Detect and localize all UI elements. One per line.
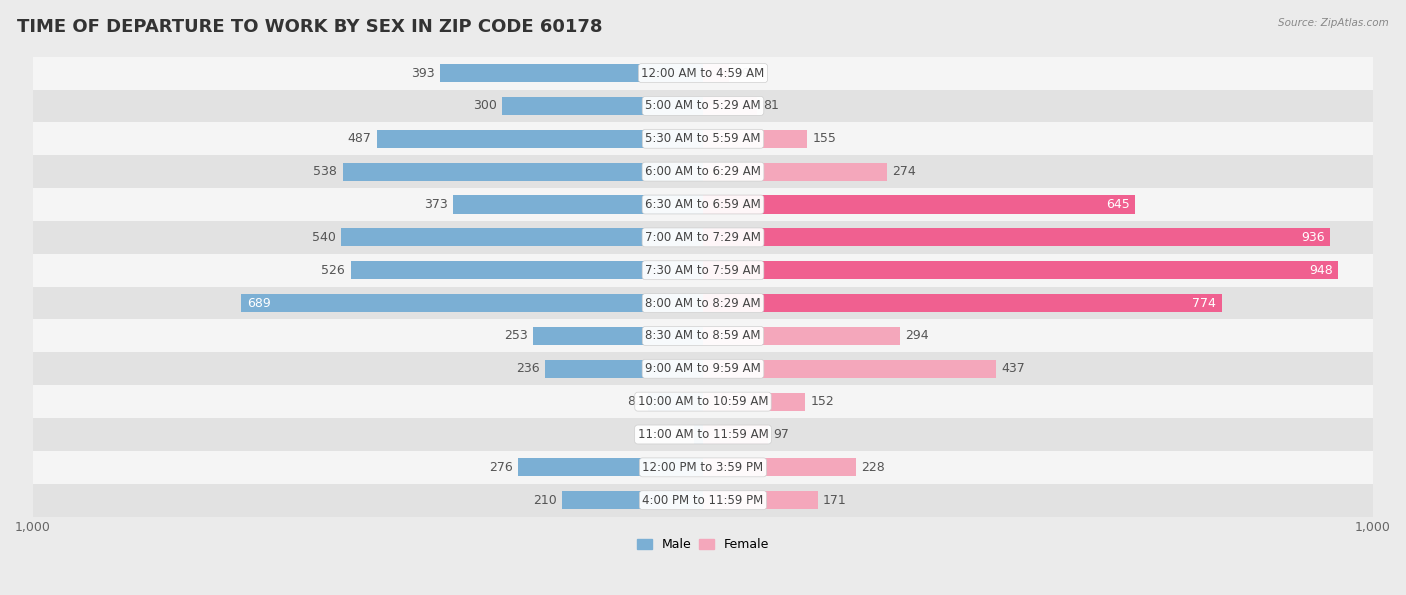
- Text: 487: 487: [347, 132, 371, 145]
- Bar: [0, 254, 1406, 287]
- Bar: [517, 458, 703, 477]
- Bar: [453, 196, 703, 214]
- Bar: [562, 491, 703, 509]
- Text: 82: 82: [627, 395, 643, 408]
- Text: 373: 373: [425, 198, 447, 211]
- Text: 8:00 AM to 8:29 AM: 8:00 AM to 8:29 AM: [645, 296, 761, 309]
- Text: 936: 936: [1301, 231, 1324, 244]
- Text: 253: 253: [505, 330, 529, 343]
- Bar: [242, 294, 703, 312]
- Text: 526: 526: [322, 264, 346, 277]
- Text: 437: 437: [1001, 362, 1025, 375]
- Text: 12:00 PM to 3:59 PM: 12:00 PM to 3:59 PM: [643, 461, 763, 474]
- Text: 8:30 AM to 8:59 AM: 8:30 AM to 8:59 AM: [645, 330, 761, 343]
- Text: 13: 13: [673, 428, 689, 441]
- Text: 171: 171: [823, 494, 846, 507]
- Text: 948: 948: [1309, 264, 1333, 277]
- Text: 393: 393: [411, 67, 434, 80]
- Bar: [0, 352, 1406, 385]
- Bar: [0, 57, 1406, 89]
- Bar: [703, 458, 856, 477]
- Text: 4:00 PM to 11:59 PM: 4:00 PM to 11:59 PM: [643, 494, 763, 507]
- Text: 540: 540: [312, 231, 336, 244]
- Bar: [703, 425, 768, 443]
- Bar: [533, 327, 703, 345]
- Bar: [377, 130, 703, 148]
- Bar: [695, 425, 703, 443]
- Text: 39: 39: [734, 67, 751, 80]
- Text: 155: 155: [813, 132, 837, 145]
- Bar: [703, 360, 995, 378]
- Text: 6:00 AM to 6:29 AM: 6:00 AM to 6:29 AM: [645, 165, 761, 178]
- Bar: [0, 451, 1406, 484]
- Text: 9:00 AM to 9:59 AM: 9:00 AM to 9:59 AM: [645, 362, 761, 375]
- Text: 5:30 AM to 5:59 AM: 5:30 AM to 5:59 AM: [645, 132, 761, 145]
- Legend: Male, Female: Male, Female: [631, 533, 775, 556]
- Text: 300: 300: [472, 99, 496, 112]
- Bar: [0, 123, 1406, 155]
- Bar: [0, 385, 1406, 418]
- Bar: [440, 64, 703, 82]
- Bar: [703, 294, 1222, 312]
- Bar: [546, 360, 703, 378]
- Text: 228: 228: [860, 461, 884, 474]
- Text: 210: 210: [533, 494, 557, 507]
- Text: 774: 774: [1192, 296, 1216, 309]
- Text: 276: 276: [489, 461, 513, 474]
- Text: 152: 152: [810, 395, 834, 408]
- Bar: [703, 393, 804, 411]
- Text: 7:00 AM to 7:29 AM: 7:00 AM to 7:29 AM: [645, 231, 761, 244]
- Bar: [0, 418, 1406, 451]
- Bar: [350, 261, 703, 279]
- Bar: [0, 188, 1406, 221]
- Text: 5:00 AM to 5:29 AM: 5:00 AM to 5:29 AM: [645, 99, 761, 112]
- Bar: [0, 484, 1406, 516]
- Bar: [703, 491, 817, 509]
- Text: 10:00 AM to 10:59 AM: 10:00 AM to 10:59 AM: [638, 395, 768, 408]
- Text: TIME OF DEPARTURE TO WORK BY SEX IN ZIP CODE 60178: TIME OF DEPARTURE TO WORK BY SEX IN ZIP …: [17, 18, 602, 36]
- Text: 689: 689: [246, 296, 270, 309]
- Bar: [703, 261, 1339, 279]
- Bar: [0, 287, 1406, 320]
- Bar: [703, 162, 887, 181]
- Text: 11:00 AM to 11:59 AM: 11:00 AM to 11:59 AM: [638, 428, 768, 441]
- Text: Source: ZipAtlas.com: Source: ZipAtlas.com: [1278, 18, 1389, 28]
- Bar: [343, 162, 703, 181]
- Bar: [703, 196, 1135, 214]
- Bar: [703, 228, 1330, 246]
- Text: 274: 274: [891, 165, 915, 178]
- Bar: [502, 97, 703, 115]
- Bar: [703, 327, 900, 345]
- Bar: [342, 228, 703, 246]
- Text: 81: 81: [762, 99, 779, 112]
- Text: 294: 294: [905, 330, 929, 343]
- Bar: [703, 97, 758, 115]
- Text: 538: 538: [314, 165, 337, 178]
- Text: 645: 645: [1107, 198, 1130, 211]
- Text: 6:30 AM to 6:59 AM: 6:30 AM to 6:59 AM: [645, 198, 761, 211]
- Bar: [648, 393, 703, 411]
- Bar: [703, 64, 730, 82]
- Bar: [703, 130, 807, 148]
- Bar: [0, 221, 1406, 254]
- Bar: [0, 320, 1406, 352]
- Bar: [0, 89, 1406, 123]
- Text: 97: 97: [773, 428, 789, 441]
- Text: 236: 236: [516, 362, 540, 375]
- Bar: [0, 155, 1406, 188]
- Text: 7:30 AM to 7:59 AM: 7:30 AM to 7:59 AM: [645, 264, 761, 277]
- Text: 12:00 AM to 4:59 AM: 12:00 AM to 4:59 AM: [641, 67, 765, 80]
